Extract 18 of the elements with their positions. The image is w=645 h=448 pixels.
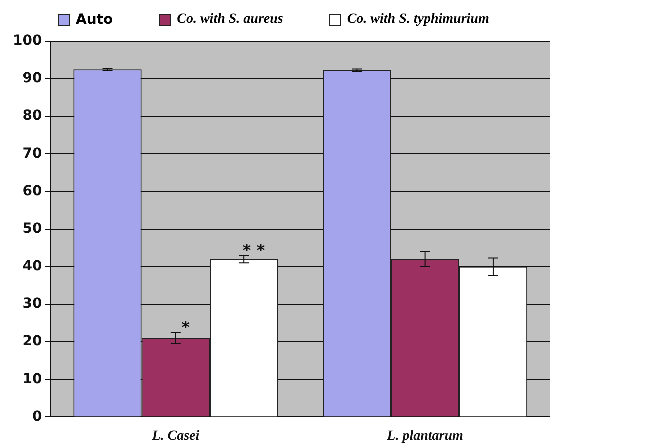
legend-label: Auto	[76, 12, 114, 28]
y-tick-label: 70	[22, 146, 42, 162]
y-tick-label: 20	[22, 334, 42, 350]
legend-label: Co. with S. aureus	[177, 12, 284, 28]
y-tick-label: 90	[22, 70, 42, 87]
y-tick-label: 30	[22, 296, 42, 312]
annotation: *	[182, 318, 191, 337]
y-tick-label: 0	[32, 408, 42, 425]
y-tick-label: 100	[12, 33, 42, 50]
y-tick-label: 80	[22, 108, 42, 124]
y-tick-label: 60	[22, 183, 42, 200]
x-tick-label: L. plantarum	[386, 429, 464, 444]
x-tick-label: L. Casei	[151, 429, 200, 444]
legend-label: Co. with S. typhimurium	[347, 12, 490, 28]
y-tick-label: 10	[22, 371, 42, 388]
y-tick-label: 40	[22, 258, 42, 275]
y-tick-label: 50	[22, 220, 42, 237]
annotation: * *	[242, 240, 266, 260]
